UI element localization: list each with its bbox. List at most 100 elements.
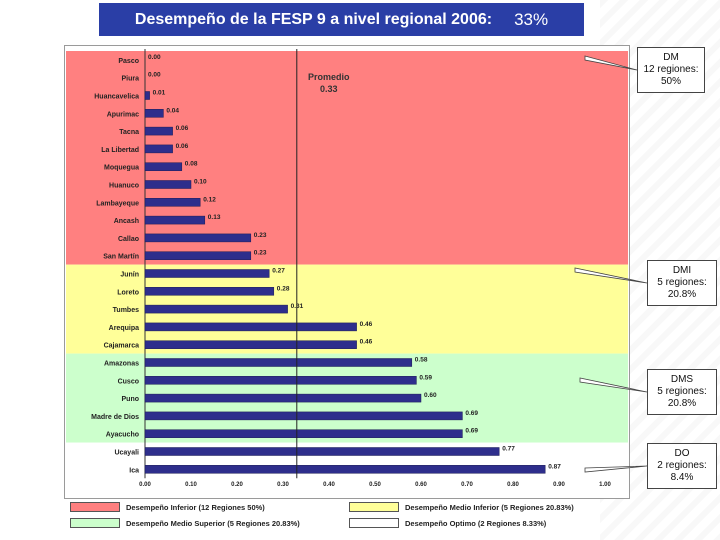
callout-dm-code: DM [663,52,679,63]
bar [144,91,150,100]
value-label: 0.46 [360,339,373,346]
category-label: Junín [120,272,139,279]
value-label: 0.28 [277,285,290,292]
category-label: La Libertad [101,147,139,154]
callout-dmi: DMI 5 regiones: 20.8% [647,260,717,306]
category-label: Ancash [114,218,139,225]
value-label: 0.01 [153,90,166,97]
category-label: Huancavelica [94,94,139,101]
bar [144,340,357,349]
x-tick-label: 0.20 [231,482,243,488]
bar [144,287,275,296]
title-percent: 33% [514,9,549,29]
legend-swatch-optimo [349,518,399,528]
value-label: 0.87 [548,463,561,470]
value-label: 0.77 [502,446,515,453]
legend-item-medio-inferior: Desempeño Medio Inferior (5 Regiones 20.… [349,502,574,512]
bar [144,429,463,438]
callout-dm: DM 12 regiones: 50% [637,47,705,93]
legend-label-optimo: Desempeño Optimo (2 Regiones 8.33%) [405,518,547,528]
category-label: Loreto [117,289,139,296]
category-label: Pasco [118,58,139,65]
value-label: 0.04 [166,107,179,114]
x-tick-label: 0.80 [507,482,519,488]
bar [144,180,192,189]
legend-label-medio-superior: Desempeño Medio Superior (5 Regiones 20.… [126,518,300,528]
category-label: Cajamarca [104,343,140,350]
category-label: Ucayali [114,450,139,457]
x-tick-label: 1.00 [599,482,611,488]
x-tick-label: 0.60 [415,482,427,488]
x-tick-label: 0.90 [553,482,565,488]
bar [144,215,206,225]
x-tick-label: 0.40 [323,482,335,488]
bar [144,126,173,136]
value-label: 0.13 [208,214,221,221]
bar [144,162,183,171]
value-label: 0.59 [419,374,432,381]
callout-dms: DMS 5 regiones: 20.8% [647,369,717,415]
average-label: Promedio [308,72,350,82]
category-label: Ayacucho [106,432,139,439]
callout-dm-percent: 50% [660,76,681,87]
legend-swatch-medio-superior [70,518,120,528]
legend-item-inferior: Desempeño Inferior (12 Regiones 50%) [70,502,265,512]
value-label: 0.69 [465,410,478,417]
callout-dmi-percent: 20.8% [667,289,697,300]
value-label: 0.06 [176,125,189,132]
value-label: 0.60 [424,392,437,399]
bar [144,411,463,421]
callout-do-percent: 8.4% [670,472,694,483]
category-label: Tacna [119,129,139,136]
legend-swatch-medio-inferior [349,502,399,512]
callout-dmi-count: 5 regiones: [657,277,707,288]
callout-dm-count: 12 regiones: [643,64,699,75]
callout-pointer [574,267,648,284]
value-label: 0.23 [254,232,267,239]
bar [144,322,357,332]
bar [144,465,546,474]
category-label: Moquegua [104,165,139,172]
category-label: Arequipa [109,325,139,332]
x-tick-label: 0.50 [369,482,381,488]
value-label: 0.58 [415,357,428,364]
bar [144,109,164,118]
category-label: Amazonas [104,361,139,368]
value-label: 0.23 [254,250,267,257]
value-label: 0.00 [148,54,161,61]
category-label: Lambayeque [96,200,139,207]
bar [144,233,252,243]
x-tick-label: 0.70 [461,482,473,488]
legend-label-medio-inferior: Desempeño Medio Inferior (5 Regiones 20.… [405,502,574,512]
callout-dms-count: 5 regiones: [657,386,707,397]
legend-item-medio-superior: Desempeño Medio Superior (5 Regiones 20.… [70,518,300,528]
value-label: 0.08 [185,161,198,168]
callout-dms-code: DMS [670,374,694,385]
value-label: 0.10 [194,179,207,186]
category-label: Piura [121,76,139,83]
x-tick-label: 0.30 [277,482,289,488]
callout-pointer [584,55,638,71]
category-label: Madre de Dios [91,414,139,421]
category-label: Ica [129,467,139,474]
bar [144,251,252,260]
bar [144,269,270,278]
category-label: Cusco [118,378,139,385]
callout-dmi-code: DMI [672,265,692,276]
value-label: 0.00 [148,72,161,79]
band-desempeño-inferior [66,51,628,265]
callout-do-count: 2 regiones: [657,460,707,471]
value-label: 0.06 [176,143,189,150]
callout-pointer [584,465,648,473]
category-label: Puno [122,396,140,403]
value-label: 0.12 [203,196,216,203]
callout-do: DO 2 regiones: 8.4% [647,443,717,489]
legend-item-optimo: Desempeño Optimo (2 Regiones 8.33%) [349,518,546,528]
average-value-label: 0.33 [320,84,338,94]
bar [144,376,417,385]
legend-label-inferior: Desempeño Inferior (12 Regiones 50%) [126,502,265,512]
category-label: Huanuco [109,183,139,190]
value-label: 0.69 [465,428,478,435]
bar [144,447,500,456]
